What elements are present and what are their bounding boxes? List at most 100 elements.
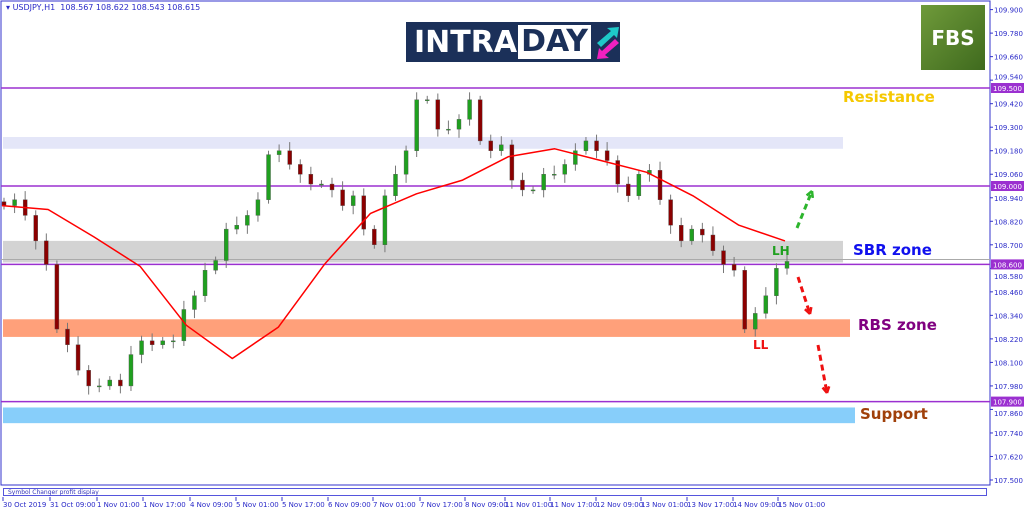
- candle: [520, 179, 525, 191]
- candle: [488, 140, 493, 151]
- candle: [171, 340, 176, 343]
- zone-0: [3, 137, 843, 149]
- symbol-label: USDJPY,H1: [12, 3, 56, 12]
- zone-1: [3, 240, 843, 263]
- candle: [552, 174, 557, 176]
- x-tick-label: 13 Nov 17:00: [687, 501, 734, 509]
- level-price-label: 108.600: [993, 261, 1022, 269]
- y-tick-label: 109.660: [994, 54, 1023, 62]
- y-tick-label: 109.780: [994, 30, 1023, 38]
- support-label: Support: [860, 405, 928, 423]
- x-tick-label: 1 Nov 01:00: [97, 501, 140, 509]
- candle: [340, 189, 345, 206]
- candle: [329, 183, 335, 191]
- candle: [499, 144, 504, 151]
- candle: [86, 370, 91, 387]
- bearish-arrow-2-icon: [816, 344, 829, 394]
- x-tick-label: 7 Nov 01:00: [373, 501, 416, 509]
- bearish-arrow-1-icon: [796, 276, 812, 315]
- ll-label: LL: [753, 338, 769, 352]
- candle: [245, 215, 250, 226]
- candle: [583, 140, 589, 151]
- y-tick-label: 109.060: [994, 171, 1023, 179]
- x-tick-label: 7 Nov 17:00: [420, 501, 463, 509]
- x-tick-label: 15 Nov 01:00: [778, 501, 825, 509]
- candle: [107, 379, 113, 387]
- candle: [435, 99, 441, 130]
- y-tick-label: 108.700: [994, 242, 1023, 250]
- level-price-tag: [991, 83, 1024, 93]
- y-tick-label: 109.900: [994, 7, 1023, 15]
- fbs-logo: FBS: [921, 5, 985, 70]
- candle: [319, 183, 324, 186]
- candle: [234, 224, 239, 230]
- candle: [160, 340, 165, 345]
- candle: [541, 174, 546, 191]
- candle: [128, 354, 134, 387]
- bullish-arrow-icon-head: [805, 190, 815, 199]
- level-price-tag: [991, 181, 1024, 191]
- y-tick-label: 109.420: [994, 101, 1023, 109]
- candle: [678, 224, 684, 242]
- candle: [266, 154, 271, 200]
- candle: [477, 99, 483, 142]
- candle: [350, 195, 356, 206]
- rbs-zone-label: RBS zone: [858, 316, 937, 334]
- level-price-label: 107.900: [993, 399, 1022, 407]
- x-tick-label: 4 Nov 09:00: [190, 501, 233, 509]
- x-tick-label: 5 Nov 01:00: [236, 501, 279, 509]
- candle: [446, 128, 451, 131]
- candle: [636, 174, 642, 197]
- logo-text-b: DAY: [518, 25, 592, 59]
- candle: [414, 99, 419, 151]
- candle: [731, 264, 737, 271]
- candle: [721, 250, 726, 265]
- candle: [467, 99, 472, 120]
- candle: [710, 234, 716, 251]
- logo-text-a: INTRA: [414, 24, 518, 60]
- moving-average-line: [1, 148, 786, 360]
- candle: [657, 170, 663, 200]
- candle: [33, 215, 38, 242]
- candle: [425, 99, 430, 101]
- candle: [573, 150, 578, 165]
- lh-label: LH: [772, 244, 790, 258]
- bearish-arrow-1-icon-head: [804, 306, 813, 315]
- y-tick-label: 108.580: [994, 273, 1023, 281]
- indicator-label: Symbol Changer profit display: [8, 489, 99, 496]
- candle: [12, 199, 17, 206]
- candle: [700, 228, 705, 236]
- y-tick-label: 108.220: [994, 336, 1023, 344]
- bullish-arrow-icon: [795, 190, 814, 229]
- candle: [774, 268, 779, 296]
- candle: [403, 150, 409, 175]
- candle: [255, 199, 261, 216]
- y-tick-label: 109.540: [994, 74, 1023, 82]
- x-tick-label: 13 Nov 01:00: [641, 501, 688, 509]
- y-tick-label: 109.300: [994, 124, 1023, 132]
- candle: [742, 270, 747, 330]
- level-price-tag: [991, 396, 1024, 407]
- candle: [298, 164, 303, 175]
- candle: [784, 261, 790, 269]
- x-tick-label: 1 Nov 17:00: [143, 501, 186, 509]
- candle: [372, 228, 377, 245]
- x-tick-label: 5 Nov 17:00: [282, 501, 325, 509]
- candle: [604, 150, 610, 161]
- y-tick-label: 108.340: [994, 312, 1023, 320]
- candle: [213, 260, 218, 271]
- x-tick-label: 6 Nov 09:00: [328, 501, 371, 509]
- level-price-tag: [991, 259, 1024, 270]
- candle: [224, 228, 229, 261]
- candle: [626, 183, 631, 196]
- candle: [456, 119, 462, 130]
- candle: [382, 195, 388, 246]
- level-price-label: 109.500: [993, 85, 1022, 93]
- candle: [530, 189, 536, 192]
- y-tick-label: 107.740: [994, 430, 1023, 438]
- candle: [44, 240, 49, 265]
- candle: [139, 340, 144, 355]
- zone-2: [3, 319, 850, 337]
